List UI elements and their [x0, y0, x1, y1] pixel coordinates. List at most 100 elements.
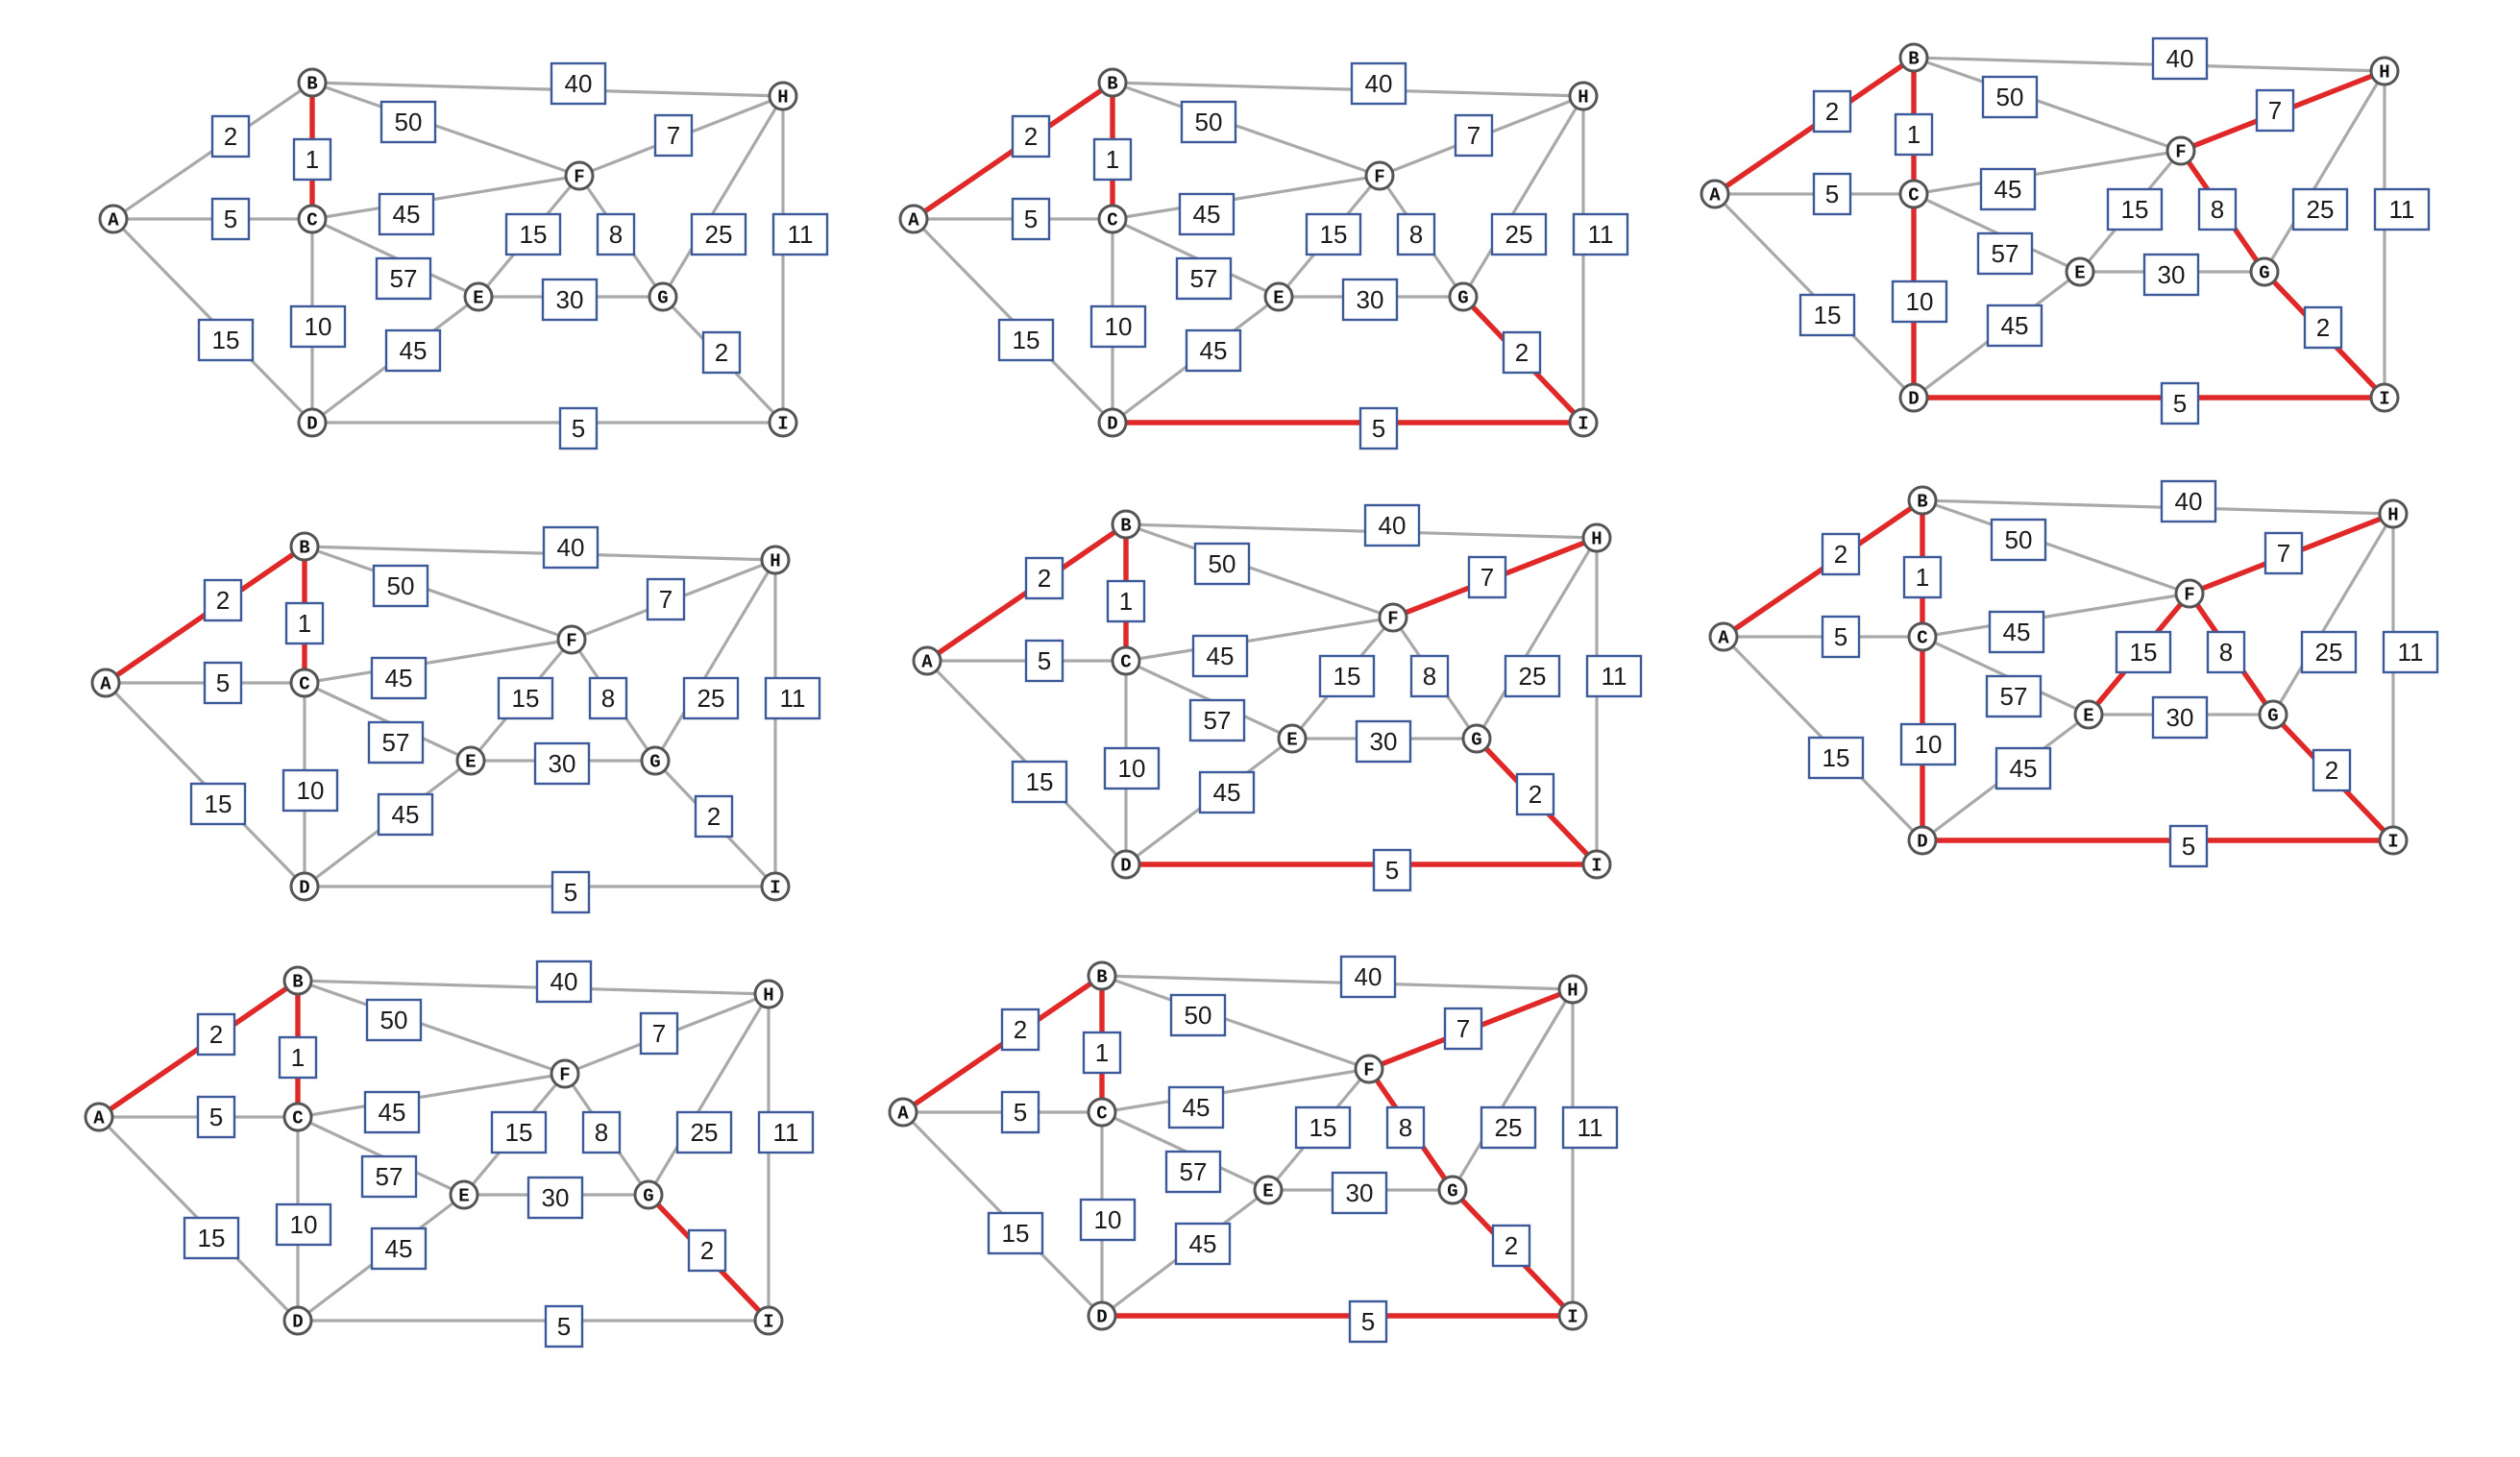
weight-label-DE: 45 — [392, 800, 420, 829]
weight-box-GI — [687, 1228, 727, 1273]
node-label-C: C — [299, 674, 309, 695]
weight-label-BH: 40 — [550, 967, 578, 996]
weight-box-BC — [1106, 579, 1146, 623]
weight-box-GH — [2291, 187, 2349, 231]
node-H — [753, 979, 784, 1009]
weight-label-GH: 25 — [2315, 638, 2343, 667]
weight-label-FH: 7 — [1467, 121, 1480, 150]
weight-label-AD: 15 — [1823, 743, 1850, 772]
node-label-E: E — [2074, 263, 2085, 284]
weight-box-DI — [1348, 1299, 1388, 1344]
node-D — [289, 871, 320, 902]
node-label-F: F — [559, 1065, 570, 1086]
node-label-B: B — [1917, 492, 1927, 513]
weight-box-AD — [1807, 736, 1865, 780]
node-B — [289, 531, 320, 562]
node-label-F: F — [2184, 585, 2194, 606]
weight-box-HI — [1572, 212, 1629, 256]
node-D — [1087, 1300, 1117, 1331]
weight-label-FG: 8 — [601, 684, 615, 713]
weight-label-CF: 45 — [393, 200, 421, 229]
weight-label-BC: 1 — [1916, 563, 1929, 592]
weight-label-GI: 2 — [2325, 756, 2338, 785]
weight-box-FG — [1385, 1105, 1426, 1150]
weight-label-GH: 25 — [1519, 662, 1547, 691]
weight-label-CD: 10 — [1118, 754, 1146, 783]
weight-box-FH — [653, 113, 694, 158]
weight-label-CF: 45 — [379, 1098, 406, 1127]
edge-B-F — [310, 81, 581, 178]
node-C — [1111, 645, 1141, 676]
weight-label-CD: 10 — [1094, 1205, 1122, 1234]
edge-C-F — [296, 1072, 567, 1119]
weight-box-DI — [1372, 848, 1412, 892]
weight-box-HI — [757, 1110, 815, 1154]
weight-label-EG: 30 — [2158, 260, 2186, 289]
weight-box-DE — [1994, 746, 2052, 790]
weight-label-DI: 5 — [1372, 414, 1385, 443]
weight-box-BH — [1339, 955, 1397, 999]
node-label-H: H — [777, 87, 788, 109]
weight-box-BC — [292, 137, 332, 182]
edge-B-H — [1124, 522, 1599, 540]
node-F — [564, 160, 595, 191]
weight-box-BC — [1894, 112, 1934, 157]
node-label-H: H — [1578, 87, 1588, 109]
edge-B-F — [1100, 974, 1371, 1071]
weight-label-GH: 25 — [697, 684, 725, 713]
weight-label-AD: 15 — [1013, 326, 1040, 354]
node-label-E: E — [1262, 1181, 1273, 1202]
weight-label-HI: 11 — [1578, 1113, 1603, 1142]
edge-B-H — [1111, 81, 1585, 98]
weight-box-CE — [1188, 698, 1246, 742]
weight-label-EG: 30 — [1370, 727, 1398, 756]
node-B — [1097, 67, 1128, 98]
node-label-A: A — [108, 210, 119, 231]
weight-box-FG — [588, 676, 628, 720]
weight-label-BH: 40 — [2166, 44, 2194, 73]
weight-box-CE — [1985, 674, 2043, 718]
weight-label-AC: 5 — [209, 1103, 223, 1131]
weight-label-DI: 5 — [2173, 389, 2187, 418]
weight-label-AC: 5 — [1834, 622, 1847, 651]
weight-box-CD — [289, 304, 347, 349]
weight-box-FH — [646, 577, 686, 621]
weight-label-CD: 10 — [290, 1210, 318, 1239]
node-label-I: I — [1591, 856, 1602, 877]
node-label-C: C — [1096, 1104, 1107, 1125]
weight-box-AB — [1000, 1008, 1040, 1052]
weight-box-CF — [1178, 192, 1236, 236]
weight-box-AB — [1812, 89, 1852, 134]
edge-C-F — [310, 174, 581, 221]
edge-B-H — [1912, 56, 2386, 73]
weight-label-HI: 11 — [773, 1118, 799, 1147]
weight-box-BF — [1193, 542, 1251, 586]
node-H — [1557, 974, 1588, 1005]
weight-box-HI — [2382, 630, 2439, 674]
edge-B-H — [310, 81, 785, 98]
weight-box-AB — [196, 1012, 236, 1056]
node-A — [1708, 621, 1739, 652]
weight-label-EF: 15 — [1309, 1113, 1337, 1142]
node-C — [297, 204, 328, 234]
weight-label-CF: 45 — [1207, 642, 1235, 670]
node-H — [760, 545, 791, 575]
weight-box-FH — [1467, 555, 1507, 599]
weight-box-FH — [2263, 531, 2304, 575]
node-label-A: A — [1718, 628, 1729, 649]
node-E — [2073, 699, 2104, 730]
node-D — [297, 407, 328, 438]
weight-box-FG — [1409, 654, 1450, 698]
weight-label-BF: 50 — [1185, 1001, 1212, 1030]
node-C — [1907, 621, 1938, 652]
weight-label-EG: 30 — [2166, 703, 2194, 732]
weight-box-FH — [1454, 113, 1494, 158]
node-label-D: D — [306, 414, 317, 435]
weight-label-AB: 2 — [224, 122, 237, 151]
weight-label-FG: 8 — [1423, 662, 1436, 691]
weight-box-EG — [1341, 278, 1399, 322]
weight-box-EG — [541, 278, 599, 322]
node-label-I: I — [777, 414, 788, 435]
